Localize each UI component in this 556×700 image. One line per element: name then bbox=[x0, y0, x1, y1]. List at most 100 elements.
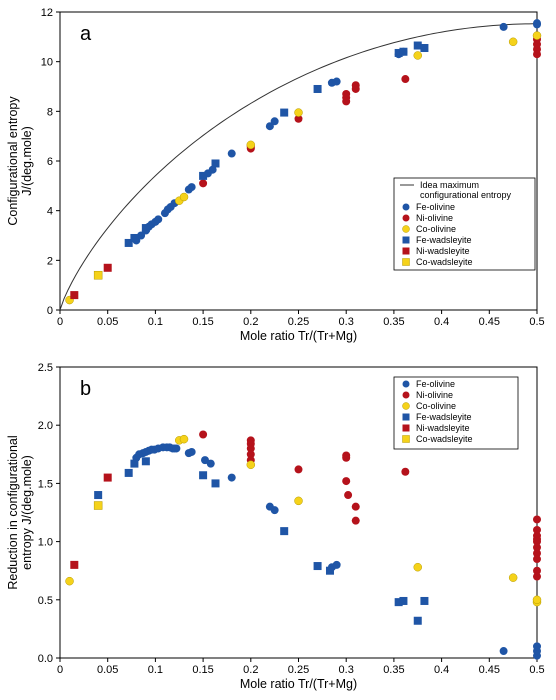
legend-marker-fe-wadsleyite bbox=[402, 236, 410, 244]
data-point-fe-olivine bbox=[499, 22, 508, 31]
data-point-fe-wadsleyite bbox=[420, 44, 429, 53]
series-fe-wadsleyite bbox=[124, 41, 429, 247]
series-ni-olivine bbox=[199, 430, 541, 581]
legend-marker-co-wadsleyite bbox=[402, 435, 410, 443]
data-point-co-olivine bbox=[508, 37, 518, 47]
chart-panel-a: 0 0.05 0.1 0.15 0.2 0.25 0.3 0.35 0.4 0.45 0.5 0 2 4 6… bbox=[6, 7, 545, 343]
legend-marker-fe-olivine bbox=[402, 203, 410, 211]
panel-label: b bbox=[80, 378, 91, 400]
legend-marker-fe-olivine bbox=[402, 380, 410, 388]
x-tick-label: 0.2 bbox=[243, 664, 258, 676]
data-point-ni-olivine bbox=[533, 543, 541, 552]
data-point-ni-olivine bbox=[344, 491, 353, 500]
data-point-ni-olivine bbox=[533, 515, 541, 524]
y-tick-label: 0.5 bbox=[38, 595, 53, 607]
data-point-fe-olivine bbox=[187, 183, 196, 192]
data-point-fe-wadsleyite bbox=[399, 596, 408, 605]
legend-marker-fe-wadsleyite bbox=[402, 413, 410, 421]
y-axis-title-line: Reduction in configurational bbox=[6, 435, 20, 589]
legend-label: Co-wadsleyite bbox=[416, 434, 473, 444]
y-tick-label: 2.0 bbox=[38, 420, 53, 432]
data-point-fe-olivine bbox=[332, 77, 341, 86]
panel-label: a bbox=[80, 23, 92, 45]
chart-panel-b: 0 0.05 0.1 0.15 0.2 0.25 0.3 0.35 0.4 0.45 0.5 0.0 0… bbox=[6, 362, 545, 691]
y-tick-label: 6 bbox=[47, 156, 53, 168]
data-point-ni-wadsleyite bbox=[103, 263, 112, 272]
data-point-co-olivine bbox=[246, 460, 256, 470]
data-point-fe-wadsleyite bbox=[94, 491, 103, 500]
x-tick-label: 0.4 bbox=[434, 664, 449, 676]
data-point-co-olivine bbox=[532, 31, 542, 40]
series-fe-wadsleyite bbox=[94, 457, 429, 625]
data-point-ni-olivine bbox=[246, 450, 255, 459]
x-tick-label: 0.25 bbox=[288, 664, 309, 676]
data-point-co-olivine bbox=[508, 573, 518, 582]
data-point-fe-wadsleyite bbox=[313, 84, 322, 93]
ideal-entropy-curve bbox=[59, 23, 538, 311]
data-point-fe-olivine bbox=[270, 117, 279, 126]
data-point-fe-olivine bbox=[208, 165, 217, 174]
data-point-ni-olivine bbox=[342, 477, 351, 486]
x-tick-label: 0.05 bbox=[97, 664, 118, 676]
data-point-fe-olivine bbox=[265, 122, 274, 131]
legend-marker-co-wadsleyite bbox=[402, 258, 410, 266]
x-tick-label: 0.3 bbox=[339, 316, 354, 328]
y-axis-title-line: J/(deg.mole) bbox=[20, 126, 34, 195]
data-point-co-olivine bbox=[294, 108, 303, 117]
data-point-fe-wadsleyite bbox=[124, 468, 133, 477]
data-point-ni-olivine bbox=[294, 465, 303, 474]
data-point-fe-olivine bbox=[533, 642, 541, 651]
data-point-fe-wadsleyite bbox=[420, 596, 429, 605]
data-point-fe-wadsleyite bbox=[413, 616, 422, 625]
legend-marker-co-olivine bbox=[402, 402, 410, 410]
series-ni-wadsleyite bbox=[70, 473, 112, 569]
data-point-fe-wadsleyite bbox=[141, 224, 150, 233]
legend-label: Ni-olivine bbox=[416, 213, 453, 223]
data-point-ni-olivine bbox=[351, 81, 360, 90]
y-axis-title: Reduction in configurationalentropy J/(d… bbox=[6, 435, 34, 589]
y-axis-title-line: entropy J/(deg.mole) bbox=[20, 455, 34, 570]
data-point-fe-olivine bbox=[227, 473, 236, 482]
data-point-co-olivine bbox=[179, 192, 189, 202]
data-point-ni-olivine bbox=[199, 179, 208, 188]
series-fe-olivine bbox=[132, 443, 541, 660]
legend-label: Fe-wadsleyite bbox=[416, 235, 472, 245]
data-point-co-olivine bbox=[65, 576, 74, 586]
data-point-co-olivine bbox=[532, 595, 542, 605]
data-point-fe-olivine bbox=[332, 560, 341, 569]
data-point-co-wadsleyite bbox=[93, 270, 103, 280]
data-point-fe-olivine bbox=[533, 19, 541, 28]
legend-label: Co-olivine bbox=[416, 401, 456, 411]
data-point-fe-wadsleyite bbox=[280, 108, 289, 117]
y-tick-label: 10 bbox=[41, 57, 53, 69]
legend-label: Ni-wadsleyite bbox=[416, 423, 470, 433]
data-point-ni-wadsleyite bbox=[70, 291, 79, 300]
data-point-fe-olivine bbox=[172, 444, 181, 453]
legend-label: Fe-olivine bbox=[416, 379, 455, 389]
y-axis-title-line: Configurational entropy bbox=[6, 96, 20, 226]
data-point-co-wadsleyite bbox=[93, 501, 103, 510]
data-point-ni-olivine bbox=[533, 525, 541, 534]
data-point-fe-olivine bbox=[201, 456, 210, 465]
data-point-ni-olivine bbox=[401, 467, 410, 476]
data-point-co-olivine bbox=[294, 496, 303, 506]
data-point-fe-wadsleyite bbox=[211, 159, 220, 168]
data-point-ni-wadsleyite bbox=[103, 473, 112, 482]
x-tick-label: 0.1 bbox=[148, 316, 163, 328]
data-point-fe-wadsleyite bbox=[211, 479, 220, 488]
data-point-fe-olivine bbox=[499, 647, 508, 656]
x-tick-label: 0.4 bbox=[434, 316, 449, 328]
data-point-fe-olivine bbox=[270, 506, 279, 515]
legend-label: Ni-olivine bbox=[416, 390, 453, 400]
data-point-fe-wadsleyite bbox=[325, 566, 334, 575]
legend: Fe-olivineNi-olivineCo-olivineFe-wadsley… bbox=[393, 376, 519, 450]
x-tick-label: 0.2 bbox=[243, 316, 258, 328]
y-tick-label: 8 bbox=[47, 106, 53, 118]
x-axis-title: Mole ratio Tr/(Tr+Mg) bbox=[240, 329, 357, 343]
data-point-co-olivine bbox=[413, 562, 422, 572]
data-point-ni-olivine bbox=[533, 549, 541, 558]
data-point-fe-wadsleyite bbox=[199, 471, 208, 480]
data-point-fe-wadsleyite bbox=[199, 171, 208, 180]
x-tick-label: 0.35 bbox=[383, 664, 404, 676]
